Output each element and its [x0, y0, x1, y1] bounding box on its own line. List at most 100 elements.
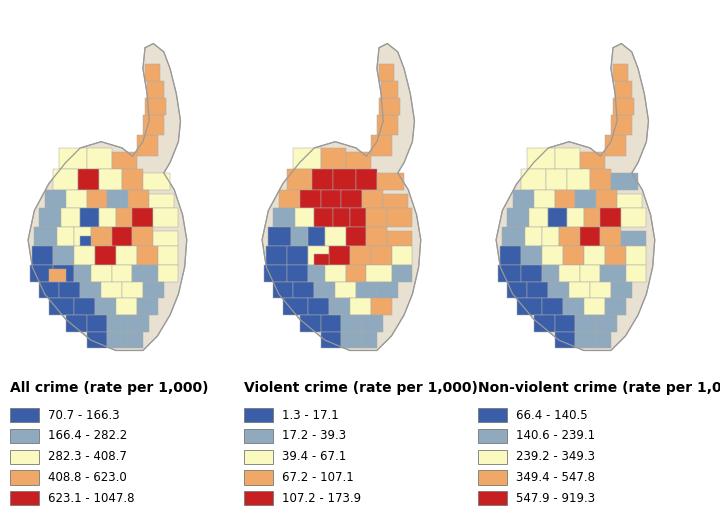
Bar — [145, 65, 160, 81]
Bar — [266, 246, 287, 265]
Bar — [81, 236, 91, 246]
Bar — [575, 332, 596, 348]
FancyBboxPatch shape — [478, 429, 508, 443]
Bar — [158, 265, 179, 282]
Bar — [58, 227, 74, 246]
Bar — [554, 148, 580, 169]
Bar — [292, 227, 308, 246]
Bar — [107, 332, 128, 348]
Bar — [91, 265, 112, 282]
Text: 107.2 - 173.9: 107.2 - 173.9 — [282, 492, 361, 505]
Bar — [392, 246, 413, 265]
Bar — [575, 315, 596, 332]
Bar — [613, 65, 628, 81]
FancyBboxPatch shape — [10, 491, 40, 506]
Polygon shape — [496, 43, 654, 351]
Bar — [60, 148, 86, 169]
Bar — [341, 190, 362, 208]
Bar — [600, 265, 626, 282]
Bar — [137, 246, 158, 265]
Bar — [66, 190, 86, 208]
Bar — [300, 315, 320, 332]
Bar — [308, 227, 325, 246]
Bar — [101, 282, 122, 298]
Bar — [336, 282, 356, 298]
Bar — [387, 208, 413, 227]
Bar — [377, 282, 397, 298]
Bar — [61, 208, 81, 227]
Bar — [128, 190, 149, 208]
Bar — [590, 169, 611, 190]
Bar — [611, 115, 632, 135]
Bar — [325, 227, 346, 246]
Bar — [600, 208, 621, 227]
Bar — [143, 173, 170, 190]
Bar — [153, 208, 179, 227]
Bar — [53, 265, 74, 282]
Bar — [53, 246, 74, 265]
Bar — [563, 246, 584, 265]
Bar — [350, 298, 371, 315]
Bar — [567, 169, 590, 190]
FancyBboxPatch shape — [10, 429, 40, 443]
Bar — [86, 148, 112, 169]
Bar — [269, 227, 292, 246]
Text: Violent crime (rate per 1,000): Violent crime (rate per 1,000) — [244, 382, 478, 396]
Bar — [78, 169, 99, 190]
Bar — [350, 208, 366, 227]
Bar — [559, 265, 580, 282]
Bar — [320, 148, 346, 169]
Bar — [580, 265, 600, 282]
Bar — [45, 190, 66, 208]
Bar — [383, 194, 408, 208]
Bar — [86, 315, 107, 332]
Bar — [580, 227, 600, 246]
Bar — [346, 152, 371, 169]
Bar — [611, 173, 638, 190]
Bar — [554, 190, 575, 208]
Bar — [300, 190, 320, 208]
Bar — [350, 246, 371, 265]
Text: 67.2 - 107.1: 67.2 - 107.1 — [282, 471, 354, 484]
Bar — [95, 298, 116, 315]
Bar — [143, 282, 164, 298]
Bar — [498, 265, 521, 282]
Bar — [329, 298, 350, 315]
Bar — [529, 208, 549, 227]
Bar — [132, 227, 153, 246]
Bar — [86, 190, 107, 208]
Bar — [377, 115, 397, 135]
Bar — [308, 246, 329, 265]
Bar — [366, 265, 392, 282]
Bar — [392, 265, 413, 282]
Bar — [379, 98, 400, 115]
Bar — [381, 81, 397, 98]
Bar — [81, 208, 99, 227]
Bar — [264, 265, 287, 282]
Bar — [112, 265, 132, 282]
Bar — [325, 265, 346, 282]
Bar — [137, 298, 158, 315]
Bar — [153, 232, 179, 246]
Text: 547.9 - 919.3: 547.9 - 919.3 — [516, 492, 595, 505]
Bar — [341, 332, 362, 348]
Text: 1.3 - 17.1: 1.3 - 17.1 — [282, 408, 339, 421]
Bar — [81, 282, 102, 298]
Bar — [137, 135, 158, 156]
FancyBboxPatch shape — [478, 470, 508, 484]
Bar — [596, 315, 617, 332]
Bar — [521, 169, 546, 190]
Bar — [626, 246, 647, 265]
Bar — [132, 265, 158, 282]
Bar — [600, 227, 621, 246]
FancyBboxPatch shape — [244, 450, 274, 464]
Bar — [116, 246, 137, 265]
Bar — [74, 246, 95, 265]
FancyBboxPatch shape — [244, 470, 274, 484]
Bar — [542, 227, 559, 246]
FancyBboxPatch shape — [478, 450, 508, 464]
Bar — [371, 298, 392, 315]
Bar — [605, 135, 626, 156]
Bar — [554, 332, 575, 348]
Bar — [112, 227, 132, 246]
